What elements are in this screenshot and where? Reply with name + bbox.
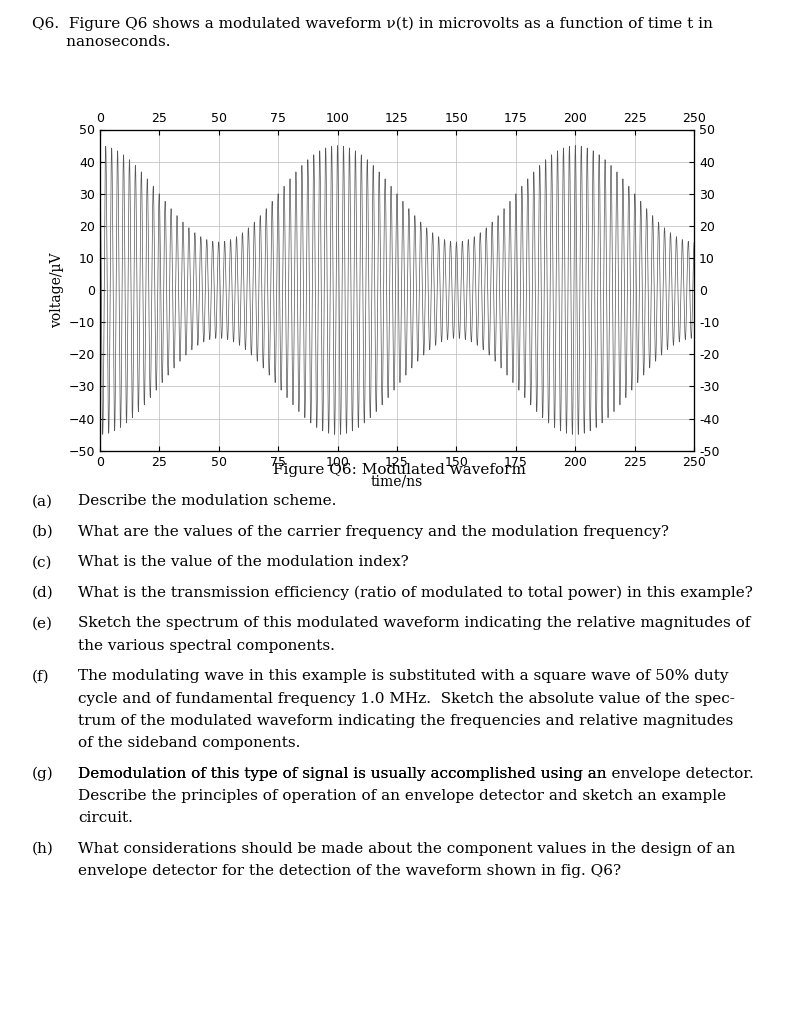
Text: (b): (b) xyxy=(32,524,53,539)
Text: Demodulation of this type of signal is usually accomplished using an ⁠⁠⁠⁠⁠⁠⁠⁠⁠⁠⁠: Demodulation of this type of signal is u… xyxy=(78,767,612,781)
X-axis label: time/ns: time/ns xyxy=(371,474,423,488)
Text: What is the transmission efficiency (ratio of modulated to total power) in this : What is the transmission efficiency (rat… xyxy=(78,586,753,600)
Text: envelope detector for the detection of the waveform shown in fig. Q6?: envelope detector for the detection of t… xyxy=(78,864,622,879)
Text: nanoseconds.: nanoseconds. xyxy=(32,35,171,50)
Text: What is the value of the modulation index?: What is the value of the modulation inde… xyxy=(78,555,409,570)
Text: (d): (d) xyxy=(32,586,53,600)
Text: (h): (h) xyxy=(32,842,53,856)
Text: Sketch the spectrum of this modulated waveform indicating the relative magnitude: Sketch the spectrum of this modulated wa… xyxy=(78,616,751,631)
Text: What are the values of the carrier frequency and the modulation frequency?: What are the values of the carrier frequ… xyxy=(78,524,670,539)
Text: Demodulation of this type of signal is usually accomplished using an ​​envelop​e: Demodulation of this type of signal is u… xyxy=(78,767,754,781)
Text: The modulating wave in this example is substituted with a square wave of 50% dut: The modulating wave in this example is s… xyxy=(78,669,729,684)
Text: Describe the principles of operation of an envelope detector and sketch an examp: Describe the principles of operation of … xyxy=(78,789,726,803)
Text: (e): (e) xyxy=(32,616,53,631)
Text: What considerations should be made about the component values in the design of a: What considerations should be made about… xyxy=(78,842,736,856)
Text: (g): (g) xyxy=(32,767,53,781)
Text: the various spectral components.: the various spectral components. xyxy=(78,638,335,653)
Text: cycle and of fundamental frequency 1.0 MHz.  Sketch the absolute value of the sp: cycle and of fundamental frequency 1.0 M… xyxy=(78,692,735,706)
Text: Describe the modulation scheme.: Describe the modulation scheme. xyxy=(78,494,337,509)
Text: Q6.  Figure Q6 shows a modulated waveform ν(t) in microvolts as a function of ti: Q6. Figure Q6 shows a modulated waveform… xyxy=(32,17,713,31)
Text: (f): (f) xyxy=(32,669,49,684)
Text: trum of the modulated waveform indicating the frequencies and relative magnitude: trum of the modulated waveform indicatin… xyxy=(78,714,733,728)
Text: (c): (c) xyxy=(32,555,53,570)
Text: of the sideband components.: of the sideband components. xyxy=(78,737,301,750)
Text: Figure Q6: Modulated waveform: Figure Q6: Modulated waveform xyxy=(273,463,525,478)
Y-axis label: voltage/µV: voltage/µV xyxy=(50,253,64,327)
Text: Demodulation of this type of signal is usually accomplished using an: Demodulation of this type of signal is u… xyxy=(78,767,612,781)
Text: circuit.: circuit. xyxy=(78,811,133,826)
Text: (a): (a) xyxy=(32,494,53,509)
